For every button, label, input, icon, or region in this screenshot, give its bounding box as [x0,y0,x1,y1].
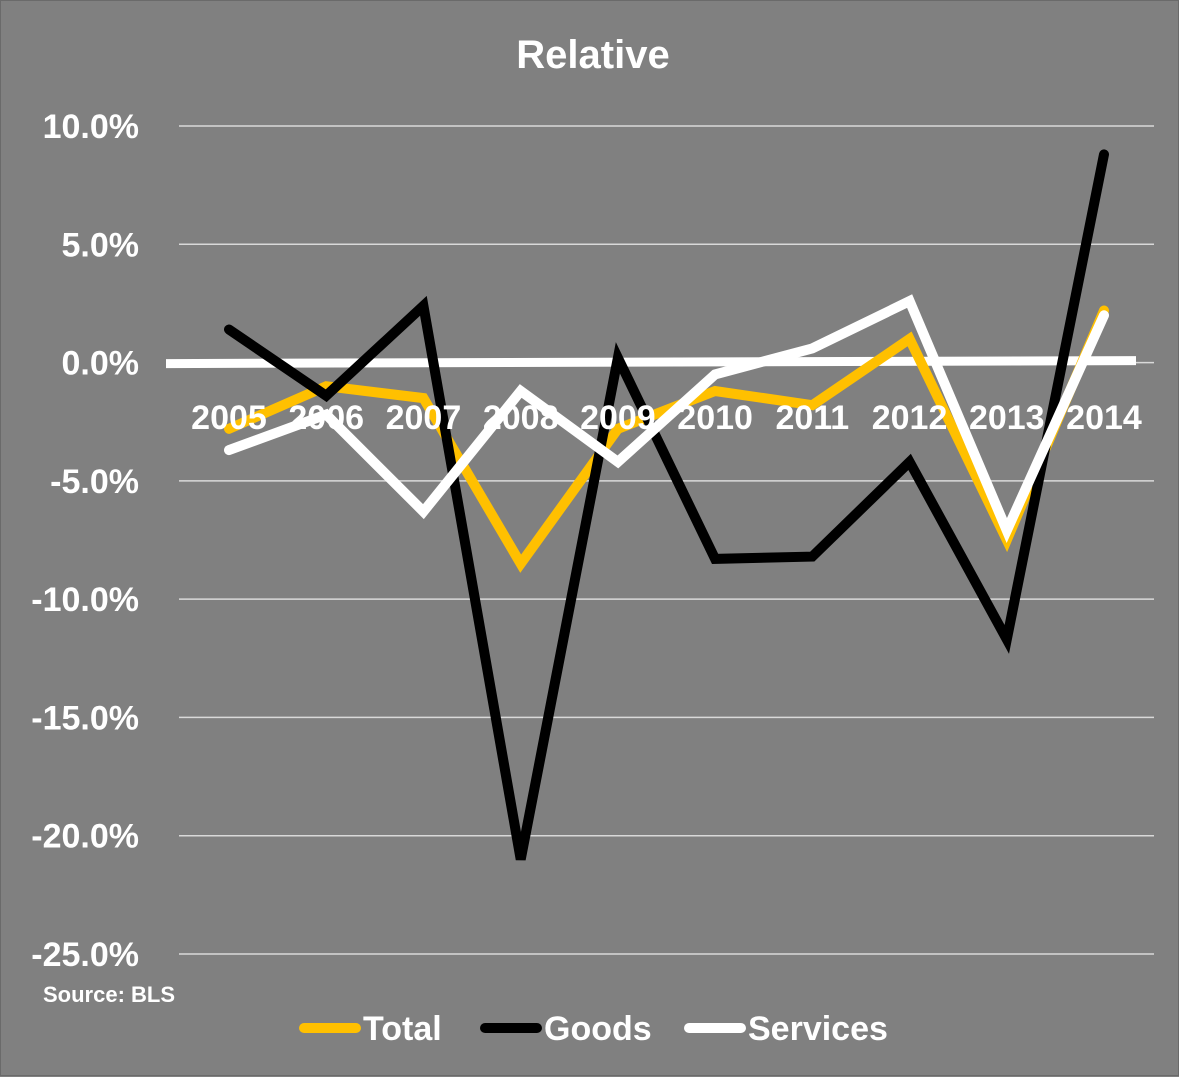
series-line-total [224,305,1109,573]
legend-label: Total [363,1010,442,1048]
chart-title: Relative [516,33,669,77]
series-line-goods [224,149,1109,861]
legend-item-total: Total [299,1010,442,1048]
y-axis-tick-labels: 10.0% 5.0% 0.0% -5.0% -10.0% -15.0% -20.0% -25.… [31,108,139,974]
legend-item-services: Services [684,1010,888,1048]
legend-label: Services [748,1010,888,1048]
legend-label: Goods [544,1010,652,1048]
y-tick-label: 5.0% [62,226,140,264]
y-tick-label: -25.0% [31,936,139,974]
x-tick-label: 2009 [580,399,656,437]
x-tick-label: 2007 [386,399,462,437]
y-tick-label: -10.0% [31,581,139,619]
y-tick-label: -15.0% [31,699,139,737]
series-line-services [224,294,1109,543]
x-tick-label: 2011 [775,399,849,437]
x-tick-label: 2010 [677,399,753,437]
y-tick-label: 0.0% [62,345,140,383]
y-tick-label: -20.0% [31,818,139,856]
y-tick-label: 10.0% [43,108,139,146]
x-axis-line [165,356,1137,369]
series-lines [224,149,1109,861]
x-tick-label: 2008 [483,399,559,437]
source-note: Source: BLS [43,982,175,1007]
x-tick-label: 2012 [872,399,948,437]
legend-item-goods: Goods [480,1010,652,1048]
legend: Total Goods Services [299,1010,888,1048]
x-tick-label: 2005 [191,399,267,437]
x-tick-label: 2006 [288,399,364,437]
x-tick-label: 2013 [969,399,1045,437]
y-tick-label: -5.0% [50,463,139,501]
x-axis-tick-labels: 2005 2006 2007 2008 2009 2010 2011 2012 2013 2014 [191,399,1142,437]
x-tick-label: 2014 [1066,399,1142,437]
